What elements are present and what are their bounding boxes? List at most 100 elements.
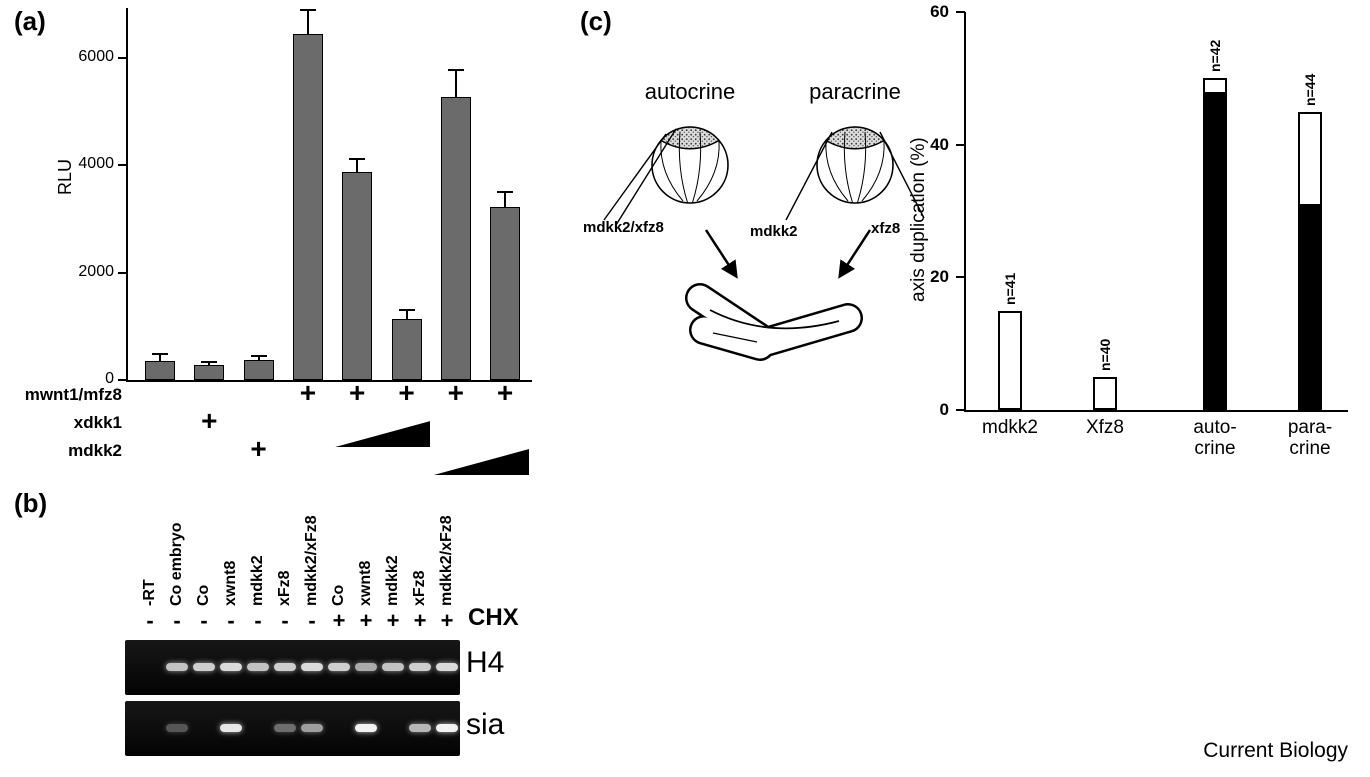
panel-c-x-axis-line xyxy=(964,410,1348,412)
duplicated-axis-embryo-drawing xyxy=(685,283,863,361)
gel-band xyxy=(382,663,404,671)
stacked-bar xyxy=(1298,111,1322,410)
embryo-injection-diagram xyxy=(603,126,925,361)
paracrine-injection-right-label: xfz8 xyxy=(871,220,901,237)
autocrine-title: autocrine xyxy=(644,79,736,104)
h4-gel-image xyxy=(125,640,460,695)
bar xyxy=(292,33,323,380)
autocrine-needle-icon xyxy=(603,128,677,226)
n-count-label: n=44 xyxy=(1302,73,1318,106)
bar xyxy=(194,364,225,380)
gel-band xyxy=(409,724,431,732)
sia-gel-label: sia xyxy=(466,708,505,741)
x-category-label: para- crine xyxy=(1287,417,1333,459)
y-axis-tick xyxy=(118,57,128,59)
error-bar xyxy=(504,191,507,222)
lane-label: xFz8 xyxy=(411,570,428,606)
journal-credit: Current Biology xyxy=(1203,739,1348,762)
y-axis-tick-label: 6000 xyxy=(78,48,114,65)
n-count-label: n=40 xyxy=(1097,338,1113,371)
chx-row-label: CHX xyxy=(468,604,519,631)
h4-gel-label: H4 xyxy=(466,646,505,679)
y-axis-tick-label: 2000 xyxy=(78,262,114,280)
stacked-bar xyxy=(1203,78,1227,410)
gel-band xyxy=(328,663,350,671)
chx-mark: - xyxy=(173,608,181,633)
x-category-label: mdkk2 xyxy=(982,417,1038,438)
chx-mark: - xyxy=(146,608,154,633)
gel-band xyxy=(409,663,431,671)
y-axis-tick xyxy=(956,11,965,13)
gel-band xyxy=(274,663,296,671)
panel-c-y-axis-line xyxy=(964,12,966,412)
panel-b-label: (b) xyxy=(14,488,48,518)
lane-label: mdkk2 xyxy=(384,555,401,606)
plus-mark: + xyxy=(398,377,415,408)
error-bar-cap xyxy=(497,190,514,193)
y-axis-tick-label: 60 xyxy=(930,2,949,21)
gel-band xyxy=(436,724,458,732)
gel-band xyxy=(355,724,377,732)
paracrine-down-arrow-icon xyxy=(838,229,872,279)
chx-mark: - xyxy=(254,608,262,633)
plus-mark: + xyxy=(250,433,267,464)
gel-band xyxy=(274,724,296,732)
panel-a-y-axis-line xyxy=(126,8,128,382)
error-bar-cap xyxy=(152,353,168,356)
lane-label: xwnt8 xyxy=(222,560,239,606)
lane-label: mdkk2/xFz8 xyxy=(438,515,455,606)
chx-mark: + xyxy=(359,608,373,633)
condition-row-label-mwnt1-mfz8: mwnt1/mfz8 xyxy=(24,385,122,404)
error-bar-cap xyxy=(349,158,366,161)
bar xyxy=(342,171,373,380)
lane-label: mdkk2/xFz8 xyxy=(303,515,320,606)
chx-mark: + xyxy=(440,608,454,633)
y-axis-tick xyxy=(956,276,965,279)
error-bar-cap xyxy=(299,8,316,11)
chx-mark: - xyxy=(281,608,289,633)
gel-band xyxy=(166,663,188,671)
lane-label: -RT xyxy=(141,579,158,606)
sia-gel-image xyxy=(125,701,460,756)
y-axis-tick xyxy=(956,143,965,146)
n-count-label: n=42 xyxy=(1207,40,1223,73)
bar xyxy=(145,361,175,380)
lane-label: Co xyxy=(195,584,212,606)
plus-mark: + xyxy=(201,405,218,436)
y-axis-tick xyxy=(118,164,128,167)
y-axis-tick-label: 0 xyxy=(105,370,114,387)
paracrine-needles-icon xyxy=(785,131,925,221)
stacked-bar xyxy=(998,310,1022,410)
bar xyxy=(243,359,274,380)
y-axis-tick-label: 0 xyxy=(939,400,949,419)
bar xyxy=(391,319,422,380)
panel-c-label: (c) xyxy=(580,6,612,36)
bar xyxy=(490,206,521,380)
plus-mark: + xyxy=(299,377,317,408)
gel-band xyxy=(220,663,242,671)
y-axis-tick xyxy=(956,409,965,411)
panel-a-x-axis-line xyxy=(126,380,532,382)
y-axis-tick-label: 40 xyxy=(930,134,949,154)
gel-band xyxy=(301,724,323,732)
chx-mark: - xyxy=(227,608,235,633)
y-axis-tick xyxy=(118,379,128,381)
error-bar xyxy=(356,159,359,185)
stacked-bar xyxy=(1093,376,1117,410)
gel-band xyxy=(247,663,269,671)
lane-label: xwnt8 xyxy=(357,560,374,606)
y-axis-tick-label: 4000 xyxy=(78,155,114,173)
y-axis-tick xyxy=(118,271,128,274)
dose-wedge-icon xyxy=(433,449,530,475)
error-bar-cap xyxy=(201,360,218,363)
condition-row-label-xdkk1: xdkk1 xyxy=(73,413,122,432)
chx-mark: + xyxy=(332,608,346,633)
dose-wedge-icon xyxy=(335,421,431,447)
gel-band xyxy=(355,663,377,671)
gel-band xyxy=(301,663,323,671)
lane-label: Co embryo xyxy=(168,522,185,606)
bar-segment-filled xyxy=(1205,91,1225,408)
x-category-label: auto- crine xyxy=(1193,417,1237,459)
plus-mark: + xyxy=(349,377,366,408)
